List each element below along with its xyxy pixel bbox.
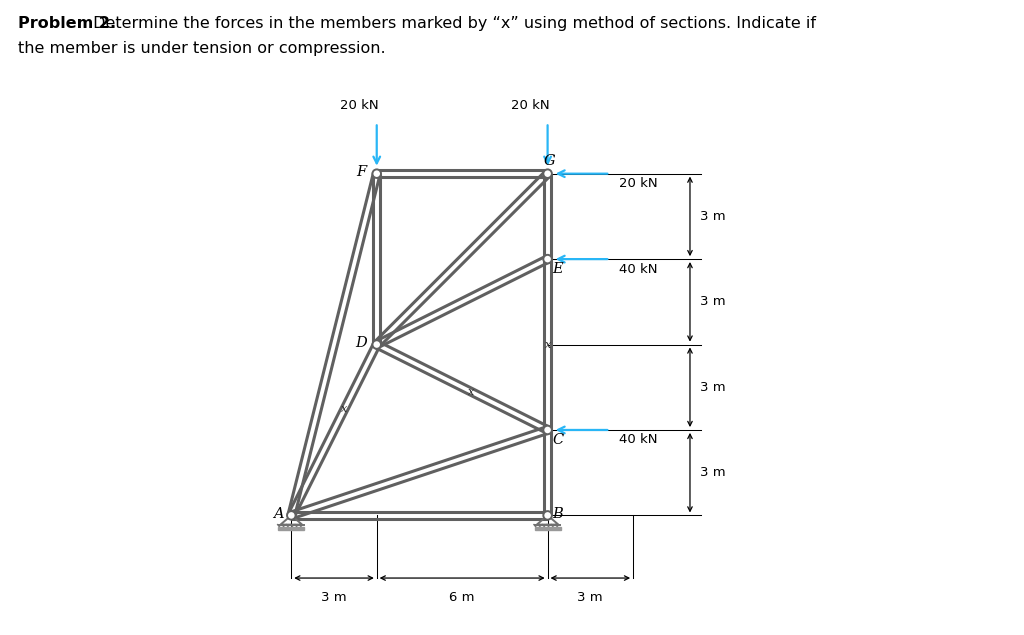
- Text: 6 m: 6 m: [450, 591, 475, 604]
- Text: x: x: [468, 387, 474, 396]
- Text: 3 m: 3 m: [700, 466, 726, 479]
- Text: 40 kN: 40 kN: [618, 263, 657, 276]
- Text: 40 kN: 40 kN: [618, 434, 657, 446]
- Text: 20 kN: 20 kN: [618, 177, 657, 190]
- Text: x: x: [341, 404, 347, 415]
- Text: Determine the forces in the members marked by “x” using method of sections. Indi: Determine the forces in the members mark…: [88, 16, 816, 31]
- Circle shape: [544, 511, 552, 519]
- Text: E: E: [552, 262, 563, 276]
- Polygon shape: [535, 527, 560, 530]
- Text: 20 kN: 20 kN: [340, 100, 379, 112]
- Text: G: G: [543, 154, 555, 168]
- Circle shape: [287, 511, 296, 519]
- Circle shape: [373, 170, 381, 178]
- Circle shape: [544, 425, 552, 434]
- Polygon shape: [279, 527, 304, 530]
- Text: B: B: [552, 507, 563, 521]
- Text: C: C: [552, 433, 563, 447]
- Text: 3 m: 3 m: [700, 210, 726, 223]
- Text: 20 kN: 20 kN: [511, 100, 550, 112]
- Text: A: A: [273, 507, 284, 521]
- Text: x: x: [545, 340, 551, 349]
- Text: Problem 2.: Problem 2.: [18, 16, 117, 31]
- Circle shape: [544, 255, 552, 264]
- Circle shape: [544, 170, 552, 178]
- Circle shape: [373, 340, 381, 349]
- Text: F: F: [356, 165, 367, 179]
- Text: 3 m: 3 m: [700, 381, 726, 394]
- Text: 3 m: 3 m: [578, 591, 603, 604]
- Text: 3 m: 3 m: [700, 295, 726, 309]
- Text: D: D: [355, 336, 367, 350]
- Text: the member is under tension or compression.: the member is under tension or compressi…: [18, 41, 386, 57]
- Text: 3 m: 3 m: [322, 591, 347, 604]
